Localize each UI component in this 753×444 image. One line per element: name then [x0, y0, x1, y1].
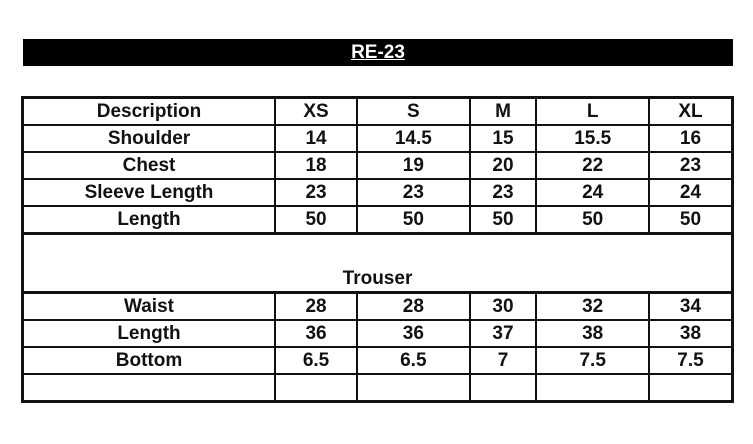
size-cell: 15: [468, 124, 538, 153]
size-cell: [647, 373, 734, 403]
size-cell: 50: [535, 205, 650, 235]
section-row: Trouser: [21, 232, 734, 294]
row-label: Bottom: [21, 346, 276, 375]
table-row: [21, 373, 734, 403]
size-cell: 20: [468, 151, 538, 180]
section-title: Trouser: [21, 232, 734, 294]
size-cell: 14: [273, 124, 359, 153]
size-cell: 24: [647, 178, 734, 207]
row-label: Length: [21, 319, 276, 348]
size-cell: 50: [356, 205, 471, 235]
size-cell: 38: [647, 319, 734, 348]
size-cell: 22: [535, 151, 650, 180]
size-cell: 23: [273, 178, 359, 207]
size-cell: 34: [647, 291, 734, 321]
row-label: Shoulder: [21, 124, 276, 153]
size-cell: [356, 373, 471, 403]
size-cell: 30: [468, 291, 538, 321]
size-cell: S: [356, 96, 471, 126]
chart-title: RE-23: [351, 42, 405, 63]
title-bar: RE-23: [23, 39, 733, 66]
row-label: Waist: [21, 291, 276, 321]
size-cell: M: [468, 96, 538, 126]
size-cell: 50: [647, 205, 734, 235]
size-cell: 50: [273, 205, 359, 235]
size-cell: 23: [356, 178, 471, 207]
size-cell: XL: [647, 96, 734, 126]
row-label: Description: [21, 96, 276, 126]
table-row: Sleeve Length 23 23 23 24 24: [21, 178, 734, 207]
size-cell: 24: [535, 178, 650, 207]
row-label: Sleeve Length: [21, 178, 276, 207]
size-cell: L: [535, 96, 650, 126]
size-cell: [468, 373, 538, 403]
size-cell: 36: [356, 319, 471, 348]
table-row: Length 36 36 37 38 38: [21, 319, 734, 348]
row-label: Length: [21, 205, 276, 235]
size-cell: 7.5: [647, 346, 734, 375]
size-cell: 37: [468, 319, 538, 348]
size-cell: 28: [273, 291, 359, 321]
size-cell: 7.5: [535, 346, 650, 375]
table-row: Bottom 6.5 6.5 7 7.5 7.5: [21, 346, 734, 375]
size-cell: 28: [356, 291, 471, 321]
size-cell: 14.5: [356, 124, 471, 153]
table-row: Waist 28 28 30 32 34: [21, 291, 734, 321]
size-cell: [535, 373, 650, 403]
size-cell: [273, 373, 359, 403]
row-label: [21, 373, 276, 403]
table-row: Shoulder 14 14.5 15 15.5 16: [21, 124, 734, 153]
size-cell: 6.5: [356, 346, 471, 375]
size-cell: XS: [273, 96, 359, 126]
size-cell: 18: [273, 151, 359, 180]
row-label: Chest: [21, 151, 276, 180]
size-cell: 6.5: [273, 346, 359, 375]
size-cell: 7: [468, 346, 538, 375]
size-cell: 50: [468, 205, 538, 235]
size-cell: 32: [535, 291, 650, 321]
table-row: Chest 18 19 20 22 23: [21, 151, 734, 180]
size-cell: 15.5: [535, 124, 650, 153]
size-cell: 36: [273, 319, 359, 348]
size-cell: 23: [647, 151, 734, 180]
size-cell: 38: [535, 319, 650, 348]
size-cell: 16: [647, 124, 734, 153]
size-chart-table: Description XS S M L XL Shoulder 14 14.5 15 15.5 16…: [21, 96, 734, 403]
size-cell: 23: [468, 178, 538, 207]
table-row: Length 50 50 50 50 50: [21, 205, 734, 235]
header-row: Description XS S M L XL: [21, 96, 734, 126]
size-cell: 19: [356, 151, 471, 180]
